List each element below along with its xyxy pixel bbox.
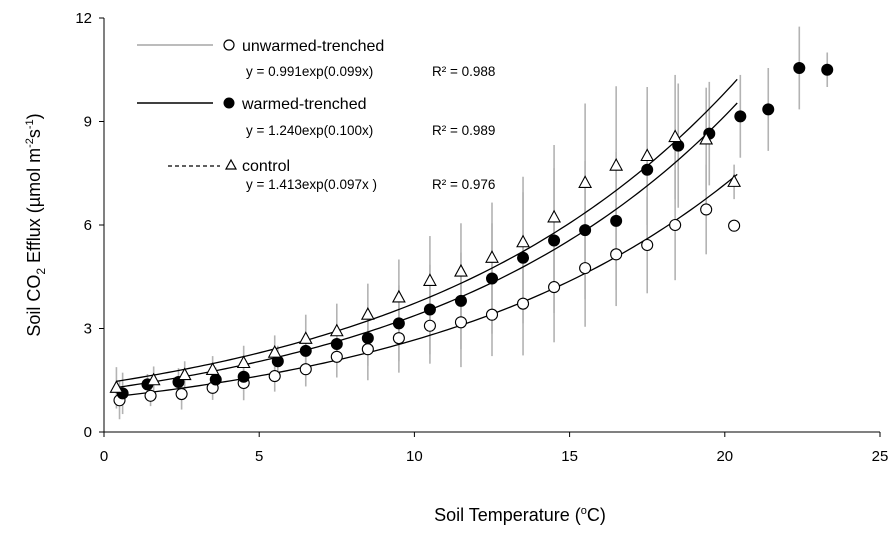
data-points (110, 63, 832, 406)
data-point-control (517, 236, 529, 247)
x-axis-title: Soil Temperature (oC) (434, 505, 606, 525)
data-point-control (669, 131, 681, 142)
data-point-unwarmed (670, 220, 681, 231)
data-point-unwarmed (269, 371, 280, 382)
data-point-warmed (580, 225, 591, 236)
legend-entry-control: control y = 1.413exp(0.097x ) R² = 0.976 (168, 158, 495, 192)
data-point-warmed (210, 374, 221, 385)
x-tick-label: 25 (872, 448, 889, 465)
legend-equation-unwarmed: y = 0.991exp(0.099x) (246, 64, 373, 79)
data-point-unwarmed (580, 263, 591, 274)
data-point-warmed (642, 164, 653, 175)
data-point-warmed (424, 304, 435, 315)
legend: unwarmed-trenched y = 0.991exp(0.099x) R… (137, 38, 495, 192)
data-point-control (455, 265, 467, 276)
data-point-warmed (362, 333, 373, 344)
legend-equation-control: y = 1.413exp(0.097x ) (246, 177, 377, 192)
legend-label-warmed: warmed-trenched (241, 96, 367, 113)
error-bars (116, 27, 827, 420)
data-point-warmed (735, 111, 746, 122)
y-tick-label: 3 (84, 321, 92, 338)
data-point-unwarmed (701, 204, 712, 215)
data-point-warmed (763, 104, 774, 115)
data-point-warmed (611, 215, 622, 226)
data-point-unwarmed (549, 282, 560, 293)
legend-r2-warmed: R² = 0.989 (432, 123, 495, 138)
data-point-unwarmed (145, 390, 156, 401)
data-point-control (579, 176, 591, 187)
y-tick-label: 12 (75, 10, 92, 27)
data-point-warmed (331, 339, 342, 350)
data-point-unwarmed (642, 240, 653, 251)
legend-marker-open-circle (224, 40, 234, 50)
y-tick-label: 6 (84, 217, 92, 234)
y-axis-title: Soil CO2 Efflux (µmol m-2s-1) (24, 113, 48, 336)
data-point-control (610, 159, 622, 170)
y-tick-label: 9 (84, 114, 92, 131)
legend-marker-filled-circle (224, 98, 234, 108)
x-tick-label: 15 (561, 448, 578, 465)
legend-marker-open-triangle (226, 160, 236, 169)
data-point-warmed (487, 273, 498, 284)
data-point-warmed (518, 252, 529, 263)
legend-r2-control: R² = 0.976 (432, 177, 495, 192)
data-point-control (486, 251, 498, 262)
data-point-unwarmed (362, 344, 373, 355)
fit-curves (116, 79, 737, 396)
data-point-unwarmed (176, 389, 187, 400)
data-point-warmed (794, 63, 805, 74)
legend-label-control: control (242, 158, 290, 175)
data-point-control (300, 332, 312, 343)
data-point-warmed (300, 345, 311, 356)
data-point-unwarmed (393, 333, 404, 344)
data-point-control (362, 308, 374, 319)
data-point-unwarmed (611, 249, 622, 260)
legend-entry-warmed-trenched: warmed-trenched y = 1.240exp(0.100x) R² … (137, 96, 495, 138)
data-point-control (393, 291, 405, 302)
legend-equation-warmed: y = 1.240exp(0.100x) (246, 123, 373, 138)
x-tick-label: 5 (255, 448, 263, 465)
data-point-unwarmed (424, 320, 435, 331)
data-point-warmed (393, 318, 404, 329)
data-point-unwarmed (729, 220, 740, 231)
x-tick-label: 10 (406, 448, 423, 465)
data-point-unwarmed (487, 309, 498, 320)
data-point-unwarmed (300, 364, 311, 375)
data-point-warmed (549, 235, 560, 246)
data-point-unwarmed (455, 317, 466, 328)
legend-entry-unwarmed-trenched: unwarmed-trenched y = 0.991exp(0.099x) R… (137, 38, 495, 79)
data-point-warmed (238, 371, 249, 382)
x-tick-label: 20 (716, 448, 733, 465)
data-point-control (548, 211, 560, 222)
data-point-warmed (455, 295, 466, 306)
legend-label-unwarmed: unwarmed-trenched (242, 38, 384, 55)
legend-r2-unwarmed: R² = 0.988 (432, 64, 495, 79)
data-point-control (424, 274, 436, 285)
data-point-unwarmed (518, 298, 529, 309)
data-point-warmed (822, 64, 833, 75)
data-point-control (641, 150, 653, 161)
data-point-unwarmed (331, 351, 342, 362)
y-tick-label: 0 (84, 424, 92, 441)
x-tick-label: 0 (100, 448, 108, 465)
